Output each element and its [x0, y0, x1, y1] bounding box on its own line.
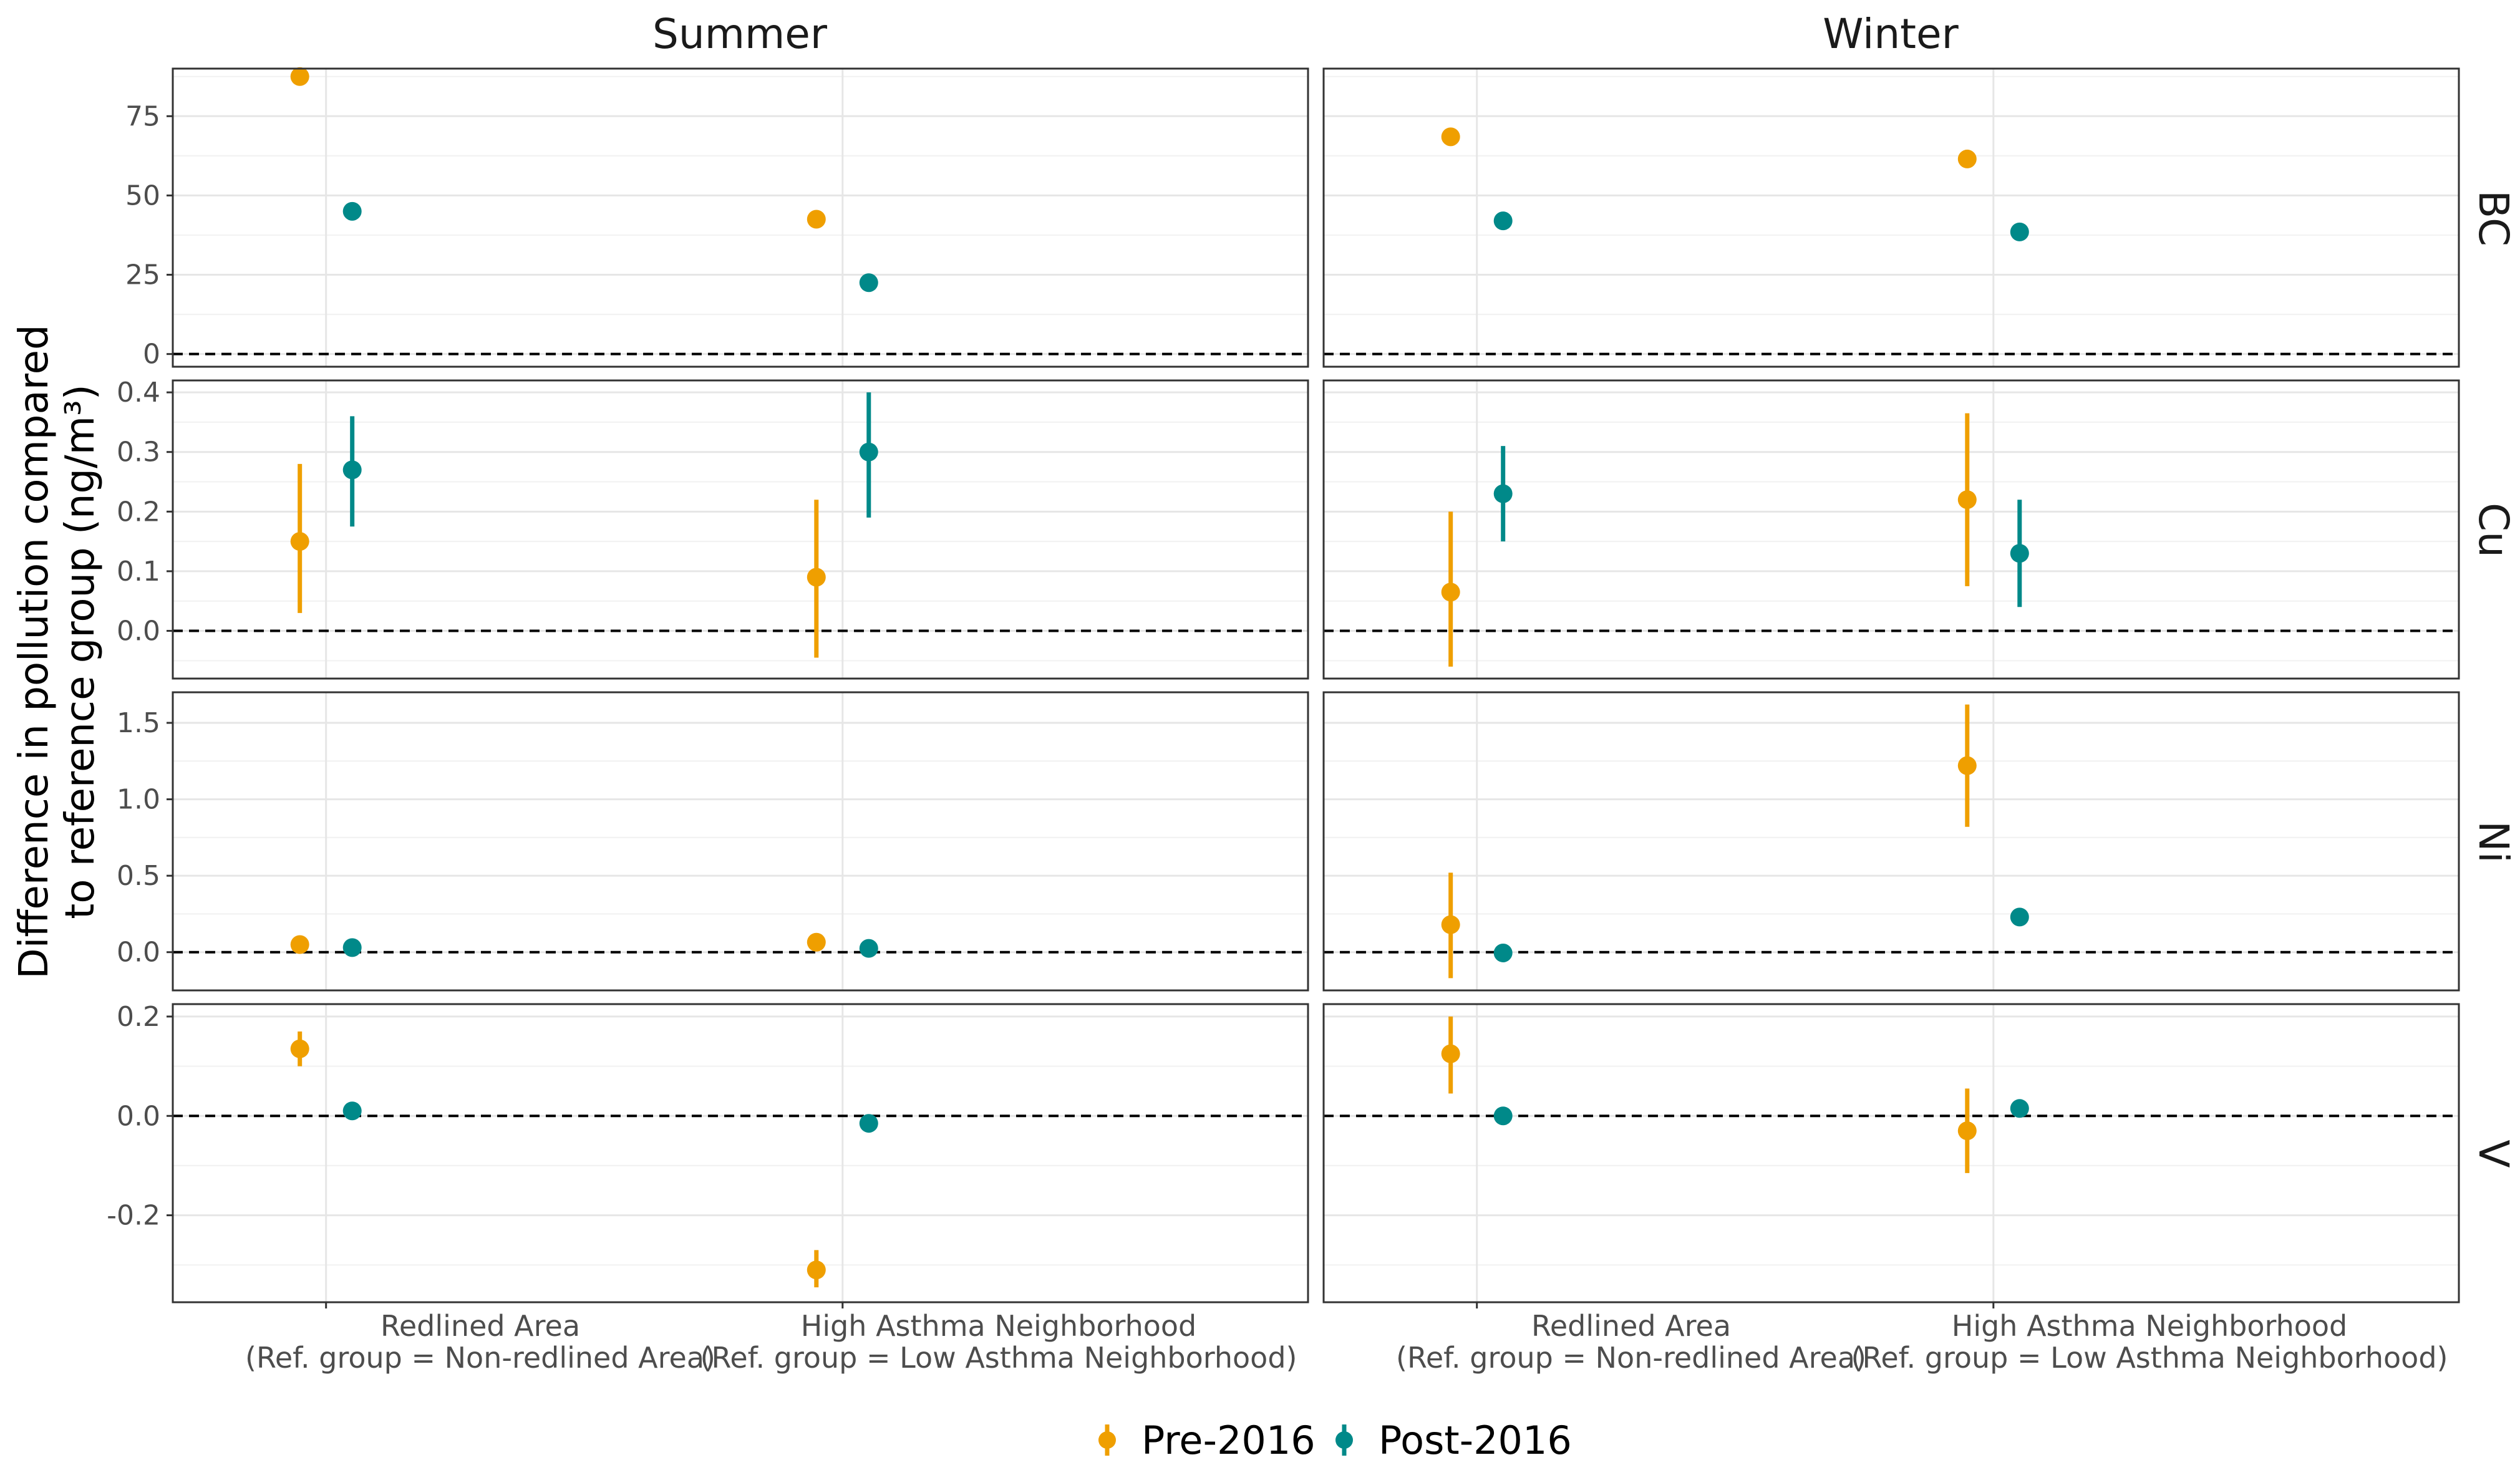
point-pre-2016 — [807, 210, 826, 229]
point-pre-2016 — [1441, 915, 1460, 934]
point-pre-2016 — [290, 532, 309, 551]
panel-border — [1322, 67, 2460, 368]
point-post-2016 — [859, 273, 878, 293]
panel-border — [172, 691, 1309, 992]
legend-pre-2016-key-point — [1098, 1431, 1116, 1449]
panel-bc-summer: 0 25 50 75 — [125, 67, 1309, 370]
y-tick-label: 0.0 — [117, 1100, 160, 1132]
y-tick-label: 0.0 — [117, 616, 160, 647]
legend-pre-2016-label: Pre-2016 — [1141, 1418, 1316, 1463]
legend: Pre-2016 Post-2016 — [1098, 1418, 1572, 1463]
y-axis-title-line-1: Difference in pollution compared — [11, 324, 57, 979]
point-pre-2016 — [1957, 490, 1977, 510]
row-label-cu: Cu — [2469, 503, 2518, 558]
point-post-2016 — [1493, 211, 1513, 231]
panel-v-summer: -0.2 0.0 0.2 — [107, 1001, 1309, 1308]
point-post-2016 — [2010, 1099, 2029, 1118]
point-post-2016 — [2010, 222, 2029, 241]
x-category-winter-redlined-line-1: Redlined Area — [1531, 1309, 1731, 1343]
x-category-winter-asthma-line-1: High Asthma Neighborhood — [1952, 1309, 2348, 1343]
point-post-2016 — [1493, 484, 1513, 503]
y-tick-label: 0.1 — [117, 556, 160, 588]
point-post-2016 — [859, 442, 878, 462]
column-label-summer: Summer — [652, 10, 828, 58]
panel-border — [1322, 379, 2460, 680]
row-label-v: V — [2469, 1139, 2518, 1168]
panel-border — [172, 1003, 1309, 1303]
y-axis-title-line-2: to reference group (ng/m³) — [57, 384, 104, 919]
point-post-2016 — [859, 1114, 878, 1133]
y-tick-label: 25 — [125, 259, 160, 291]
point-pre-2016 — [290, 935, 309, 954]
x-category-summer-redlined-line-2: (Ref. group = Non-redlined Area) — [245, 1341, 715, 1375]
point-pre-2016 — [290, 1039, 309, 1058]
y-tick-label: 0.2 — [117, 496, 160, 528]
y-tick-label: 1.0 — [117, 784, 160, 816]
x-category-summer-asthma-line-1: High Asthma Neighborhood — [801, 1309, 1197, 1343]
point-pre-2016 — [807, 1260, 826, 1280]
y-axis-title: Difference in pollution compared to refe… — [11, 324, 104, 979]
point-post-2016 — [342, 201, 362, 221]
panel-border — [172, 379, 1309, 680]
point-pre-2016 — [1957, 149, 1977, 168]
y-tick-label: 0 — [143, 339, 160, 370]
y-tick-label: 0.3 — [117, 437, 160, 468]
panel-bc-winter — [1322, 67, 2460, 368]
row-label-bc: BC — [2469, 190, 2518, 246]
point-post-2016 — [1493, 1106, 1513, 1126]
y-tick-label: 0.2 — [117, 1001, 160, 1033]
point-pre-2016 — [1957, 1121, 1977, 1141]
point-post-2016 — [859, 939, 878, 958]
y-tick-label: 0.0 — [117, 937, 160, 969]
point-pre-2016 — [1441, 127, 1460, 147]
panel-cu-summer: 0.0 0.1 0.2 0.3 0.4 — [117, 377, 1309, 680]
y-tick-label: 75 — [125, 100, 160, 132]
y-tick-label: 1.5 — [117, 707, 160, 739]
point-pre-2016 — [1441, 1044, 1460, 1063]
row-label-ni: Ni — [2469, 821, 2518, 863]
panel-border — [1322, 1003, 2460, 1303]
point-pre-2016 — [807, 568, 826, 587]
panel-border — [172, 67, 1309, 368]
point-pre-2016 — [1441, 583, 1460, 602]
point-post-2016 — [342, 1101, 362, 1121]
y-tick-label: 0.5 — [117, 860, 160, 892]
panel-v-winter — [1322, 1003, 2460, 1308]
point-post-2016 — [2010, 907, 2029, 927]
x-category-winter-asthma-line-2: (Ref. group = Low Asthma Neighborhood) — [1851, 1341, 2448, 1375]
y-tick-label: 0.4 — [117, 377, 160, 409]
x-category-winter-redlined-line-2: (Ref. group = Non-redlined Area) — [1396, 1341, 1866, 1375]
panel-ni-summer: 0.0 0.5 1.0 1.5 — [117, 691, 1309, 992]
y-tick-label: -0.2 — [107, 1200, 160, 1232]
legend-post-2016-label: Post-2016 — [1379, 1418, 1572, 1463]
panel-ni-winter — [1322, 691, 2460, 992]
point-pre-2016 — [807, 932, 826, 952]
point-pre-2016 — [1957, 756, 1977, 775]
panel-border — [1322, 691, 2460, 992]
legend-post-2016-key-point — [1335, 1431, 1353, 1449]
x-category-summer-asthma-line-2: (Ref. group = Low Asthma Neighborhood) — [700, 1341, 1297, 1375]
x-category-summer-redlined-line-1: Redlined Area — [380, 1309, 580, 1343]
point-post-2016 — [2010, 544, 2029, 563]
y-tick-label: 50 — [125, 180, 160, 211]
column-label-winter: Winter — [1823, 10, 1959, 58]
point-post-2016 — [1493, 943, 1513, 962]
point-post-2016 — [342, 938, 362, 957]
point-pre-2016 — [290, 67, 309, 86]
panels: 0 25 50 75 0.0 0.1 0.2 0.3 0.4 0.0 0.5 1.0 1.5 -0.2 0.… — [107, 67, 2460, 1308]
point-post-2016 — [342, 460, 362, 480]
panel-cu-winter — [1322, 379, 2460, 680]
